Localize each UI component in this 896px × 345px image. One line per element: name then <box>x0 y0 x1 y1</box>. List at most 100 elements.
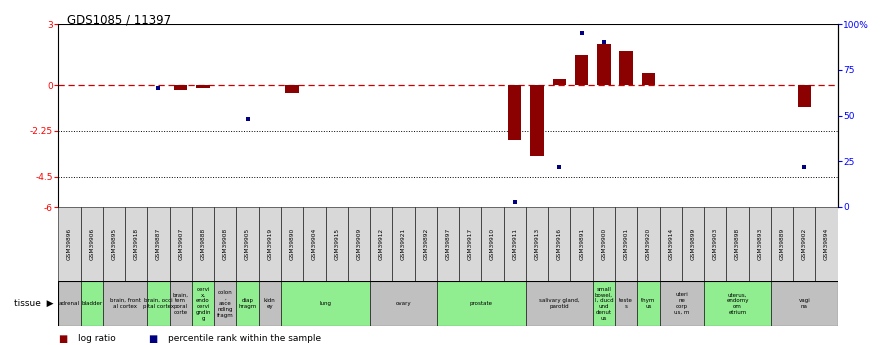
Text: tissue  ▶: tissue ▶ <box>14 299 54 308</box>
Text: ovary: ovary <box>396 301 411 306</box>
Bar <box>642 73 655 85</box>
Bar <box>81 281 103 326</box>
Text: GSM39892: GSM39892 <box>423 228 428 260</box>
Text: GSM39898: GSM39898 <box>735 228 740 260</box>
Text: GSM39891: GSM39891 <box>579 228 584 260</box>
Text: GSM39893: GSM39893 <box>757 228 762 260</box>
Text: brain, front
al cortex: brain, front al cortex <box>109 298 141 309</box>
Text: GSM39903: GSM39903 <box>712 228 718 260</box>
Text: GSM39908: GSM39908 <box>223 228 228 260</box>
Text: GSM39909: GSM39909 <box>357 228 361 260</box>
Bar <box>526 281 593 326</box>
Bar <box>325 207 348 281</box>
Text: GSM39914: GSM39914 <box>668 228 673 260</box>
Text: cervi
x,
endo
cervi
gndin
g: cervi x, endo cervi gndin g <box>195 287 211 321</box>
Bar <box>504 207 526 281</box>
Text: GSM39911: GSM39911 <box>513 228 517 260</box>
Bar <box>237 281 259 326</box>
Bar <box>174 85 187 90</box>
Bar <box>815 207 838 281</box>
Bar <box>147 207 169 281</box>
Bar <box>169 207 192 281</box>
Text: bladder: bladder <box>81 301 102 306</box>
Bar <box>619 51 633 85</box>
Text: GSM39896: GSM39896 <box>67 228 72 260</box>
Bar <box>771 281 838 326</box>
Text: GSM39890: GSM39890 <box>289 228 295 260</box>
Bar <box>598 45 610 85</box>
Bar <box>727 207 749 281</box>
Text: teste
s: teste s <box>619 298 633 309</box>
Text: kidn
ey: kidn ey <box>264 298 276 309</box>
Text: GSM39902: GSM39902 <box>802 228 807 260</box>
Text: ■: ■ <box>148 334 157 344</box>
Text: small
bowel,
I, ducd
und
denut
us: small bowel, I, ducd und denut us <box>595 287 613 321</box>
Bar <box>103 281 147 326</box>
Bar <box>214 207 237 281</box>
Text: adrenal: adrenal <box>59 301 80 306</box>
Bar <box>58 207 81 281</box>
Bar <box>508 85 521 140</box>
Text: GSM39889: GSM39889 <box>780 228 785 260</box>
Bar <box>392 207 415 281</box>
Bar <box>192 207 214 281</box>
Bar <box>281 281 370 326</box>
Bar <box>259 207 281 281</box>
Bar <box>797 85 811 107</box>
Text: brain, occi
pital cortex: brain, occi pital cortex <box>142 298 174 309</box>
Text: GSM39895: GSM39895 <box>111 228 116 260</box>
Text: GSM39900: GSM39900 <box>601 228 607 260</box>
Bar <box>437 207 459 281</box>
Bar <box>793 207 815 281</box>
Text: GSM39910: GSM39910 <box>490 228 495 260</box>
Text: salivary gland,
parotid: salivary gland, parotid <box>539 298 580 309</box>
Bar <box>682 207 704 281</box>
Bar <box>659 207 682 281</box>
Text: vagi
na: vagi na <box>798 298 810 309</box>
Bar <box>530 85 544 156</box>
Bar <box>259 281 281 326</box>
Text: GSM39918: GSM39918 <box>134 228 139 260</box>
Bar <box>103 207 125 281</box>
Bar <box>214 281 237 326</box>
Bar <box>196 85 210 88</box>
Text: ■: ■ <box>58 334 67 344</box>
Text: GSM39897: GSM39897 <box>445 228 451 260</box>
Bar <box>637 281 659 326</box>
Text: colon
,
asce
nding
fragm: colon , asce nding fragm <box>217 289 234 318</box>
Text: GSM39919: GSM39919 <box>267 228 272 260</box>
Bar <box>415 207 437 281</box>
Bar <box>169 281 192 326</box>
Text: GSM39907: GSM39907 <box>178 228 184 260</box>
Bar <box>303 207 325 281</box>
Text: prostate: prostate <box>470 301 493 306</box>
Text: GSM39887: GSM39887 <box>156 228 161 260</box>
Bar <box>637 207 659 281</box>
Bar <box>615 207 637 281</box>
Bar <box>459 207 481 281</box>
Bar <box>286 85 298 93</box>
Bar <box>593 207 615 281</box>
Bar <box>125 207 147 281</box>
Text: log ratio: log ratio <box>78 334 116 343</box>
Text: GSM39915: GSM39915 <box>334 228 340 260</box>
Bar <box>593 281 615 326</box>
Text: GSM39894: GSM39894 <box>824 228 829 260</box>
Bar <box>575 55 589 85</box>
Bar <box>348 207 370 281</box>
Bar <box>659 281 704 326</box>
Text: GDS1085 / 11397: GDS1085 / 11397 <box>67 14 171 27</box>
Bar <box>615 281 637 326</box>
Text: GSM39916: GSM39916 <box>556 228 562 260</box>
Text: GSM39899: GSM39899 <box>691 228 695 260</box>
Text: GSM39904: GSM39904 <box>312 228 317 260</box>
Bar <box>704 281 771 326</box>
Text: uteri
ne
corp
us, m: uteri ne corp us, m <box>674 293 690 315</box>
Text: GSM39920: GSM39920 <box>646 228 651 260</box>
Text: GSM39905: GSM39905 <box>245 228 250 260</box>
Bar <box>704 207 727 281</box>
Bar <box>281 207 303 281</box>
Bar <box>526 207 548 281</box>
Bar <box>192 281 214 326</box>
Bar <box>370 281 437 326</box>
